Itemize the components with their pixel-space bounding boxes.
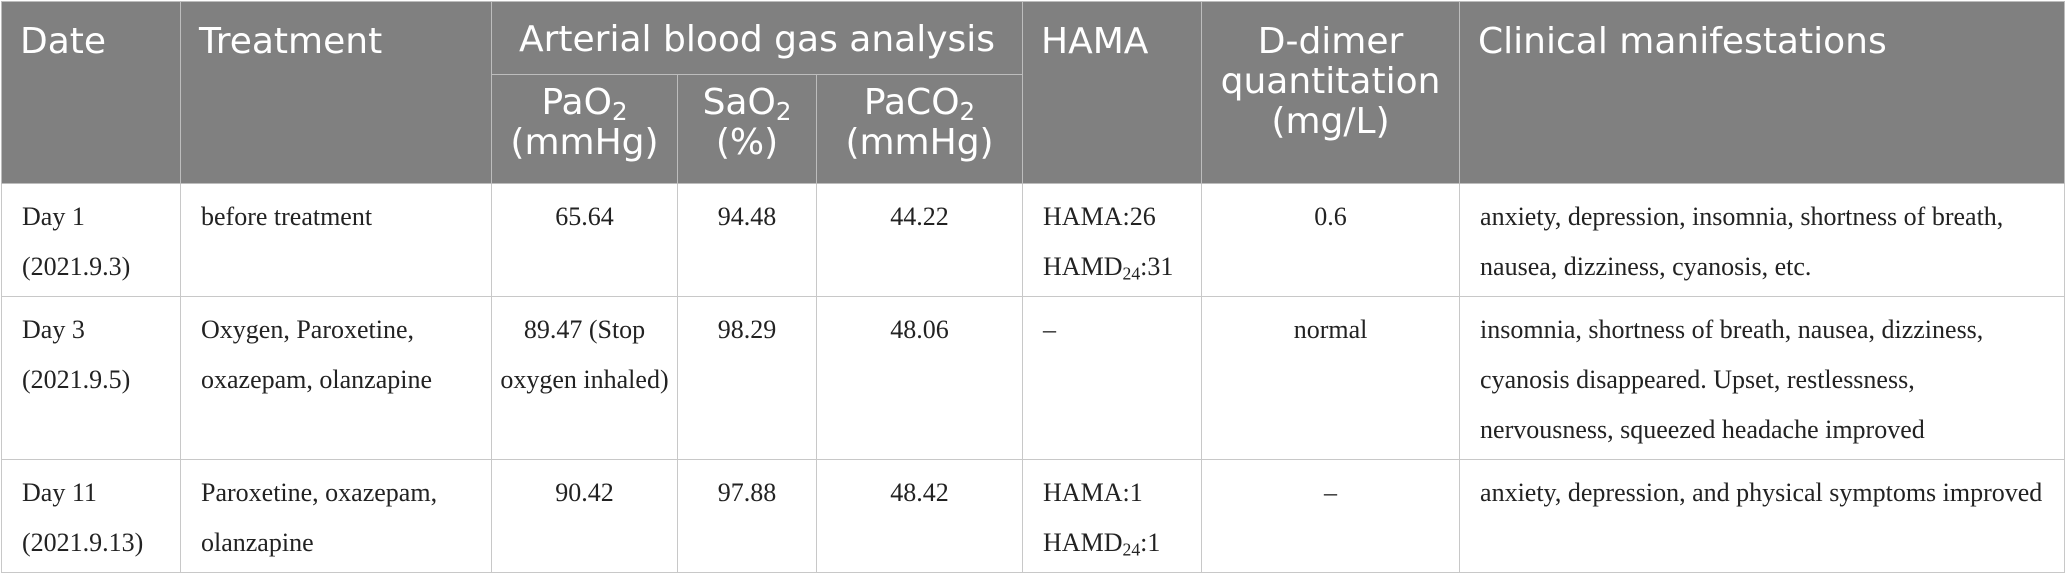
header-clinical: Clinical manifestations xyxy=(1459,1,2065,184)
day-label: Day 3 xyxy=(22,315,85,344)
cell-pao2: 90.42 xyxy=(491,459,678,573)
day-label: Day 11 xyxy=(22,478,97,507)
header-abg-group: Arterial blood gas analysis xyxy=(490,1,1024,75)
hamd-score: :31 xyxy=(1140,252,1174,281)
header-treatment: Treatment xyxy=(180,1,492,184)
header-paco2-sub: 2 xyxy=(959,97,976,127)
header-paco2-base: PaCO xyxy=(863,82,960,123)
cell-hama: HAMA:26 HAMD24:31 xyxy=(1022,183,1203,297)
table-row: Day 3 (2021.9.5) Oxygen, Paroxetine, oxa… xyxy=(1,296,2065,460)
clinical-course-table: Date Treatment Arterial blood gas analys… xyxy=(1,1,2065,573)
cell-clinical: anxiety, depression, insomnia, shortness… xyxy=(1459,183,2065,297)
hamd-prefix: HAMD xyxy=(1043,252,1123,281)
cell-clinical: insomnia, shortness of breath, nausea, d… xyxy=(1459,296,2065,460)
cell-paco2: 48.42 xyxy=(815,459,1024,573)
hamd-score: :1 xyxy=(1140,528,1161,557)
date-label: (2021.9.13) xyxy=(22,528,144,557)
cell-paco2: 48.06 xyxy=(815,296,1024,460)
cell-treatment: Oxygen, Paroxetine, oxazepam, olanzapine xyxy=(180,296,492,460)
date-label: (2021.9.5) xyxy=(22,365,131,394)
cell-clinical: anxiety, depression, and physical sympto… xyxy=(1459,459,2065,573)
cell-ddimer: – xyxy=(1201,459,1461,573)
table-row: Day 11 (2021.9.13) Paroxetine, oxazepam,… xyxy=(1,459,2065,573)
hamd-sub: 24 xyxy=(1122,263,1141,284)
cell-pao2: 65.64 xyxy=(491,183,678,297)
header-ddimer-line2: quantitation xyxy=(1220,61,1441,102)
table-row: Day 1 (2021.9.3) before treatment 65.64 … xyxy=(1,183,2065,297)
header-hama: HAMA xyxy=(1022,1,1203,184)
cell-date: Day 1 (2021.9.3) xyxy=(1,183,181,297)
cell-treatment: before treatment xyxy=(180,183,492,297)
header-sao2-sub: 2 xyxy=(775,97,792,127)
header-pao2-base: PaO xyxy=(541,82,612,123)
day-label: Day 1 xyxy=(22,202,85,231)
cell-paco2: 44.22 xyxy=(815,183,1024,297)
cell-ddimer: 0.6 xyxy=(1201,183,1461,297)
header-pao2: PaO2 (mmHg) xyxy=(491,74,678,184)
cell-date: Day 3 (2021.9.5) xyxy=(1,296,181,460)
hamd-sub: 24 xyxy=(1122,539,1141,560)
cell-sao2: 94.48 xyxy=(677,183,817,297)
cell-sao2: 98.29 xyxy=(677,296,817,460)
header-sao2-unit: (%) xyxy=(715,122,779,163)
header-pao2-unit: (mmHg) xyxy=(510,122,659,163)
hama-score: HAMA:1 xyxy=(1043,478,1143,507)
cell-sao2: 97.88 xyxy=(677,459,817,573)
header-paco2: PaCO2 (mmHg) xyxy=(815,74,1024,184)
header-sao2-base: SaO xyxy=(702,82,776,123)
header-date: Date xyxy=(1,1,181,184)
hama-score: HAMA:26 xyxy=(1043,202,1156,231)
cell-date: Day 11 (2021.9.13) xyxy=(1,459,181,573)
header-ddimer: D-dimer quantitation (mg/L) xyxy=(1201,1,1461,184)
cell-ddimer: normal xyxy=(1201,296,1461,460)
cell-pao2: 89.47 (Stop oxygen inhaled) xyxy=(491,296,678,460)
cell-hama: HAMA:1 HAMD24:1 xyxy=(1022,459,1203,573)
table-body: Day 1 (2021.9.3) before treatment 65.64 … xyxy=(1,183,2065,573)
cell-hama: – xyxy=(1022,296,1203,460)
hamd-prefix: HAMD xyxy=(1043,528,1123,557)
date-label: (2021.9.3) xyxy=(22,252,131,281)
table-header: Date Treatment Arterial blood gas analys… xyxy=(1,1,2065,184)
cell-treatment: Paroxetine, oxazepam, olanzapine xyxy=(180,459,492,573)
header-sao2: SaO2 (%) xyxy=(677,74,817,184)
header-pao2-sub: 2 xyxy=(611,97,628,127)
header-paco2-unit: (mmHg) xyxy=(845,122,994,163)
header-ddimer-line1: D-dimer xyxy=(1257,21,1404,62)
header-ddimer-line3: (mg/L) xyxy=(1271,101,1390,142)
